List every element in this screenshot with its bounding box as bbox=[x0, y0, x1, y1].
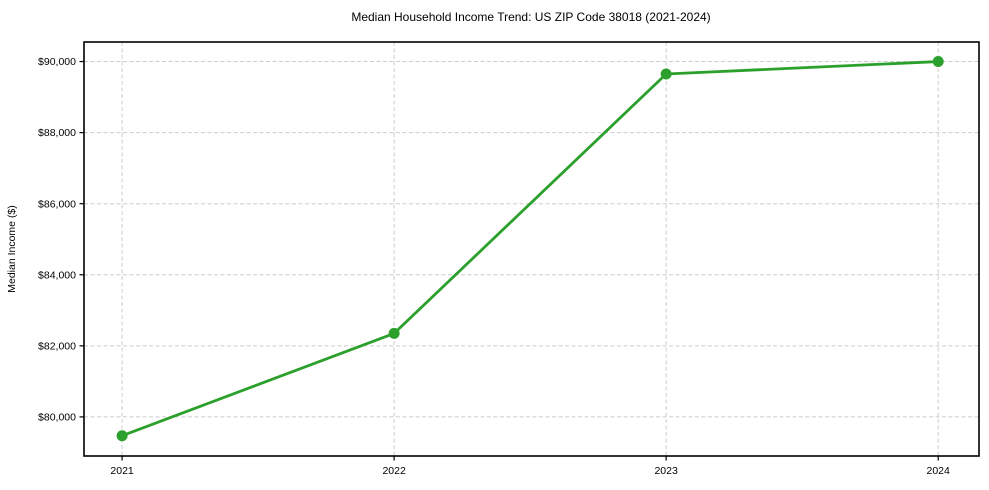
x-tick-label: 2023 bbox=[654, 465, 678, 477]
income-series-layer bbox=[116, 56, 944, 442]
y-tick-label: $86,000 bbox=[38, 198, 76, 210]
x-tick-label: 2022 bbox=[382, 465, 406, 477]
plot-area-border bbox=[83, 41, 980, 457]
data-point-marker bbox=[932, 56, 944, 68]
data-point-marker bbox=[116, 430, 128, 442]
x-tick-label: 2021 bbox=[110, 465, 134, 477]
y-tick-label: $82,000 bbox=[38, 340, 76, 352]
y-tick-label: $90,000 bbox=[38, 56, 76, 68]
tick-layer: $80,000 $82,000 $84,000 $86,000 $88,000 $90,0… bbox=[38, 56, 950, 477]
data-point-marker bbox=[660, 68, 672, 80]
chart-title: Median Household Income Trend: US ZIP Co… bbox=[351, 10, 710, 24]
income-trend-line bbox=[120, 60, 940, 438]
data-point-marker bbox=[388, 327, 400, 339]
x-tick-label: 2024 bbox=[927, 465, 951, 477]
y-tick-label: $88,000 bbox=[38, 127, 76, 139]
y-tick-label: $80,000 bbox=[38, 412, 76, 424]
grid-layer bbox=[84, 42, 979, 456]
y-axis-label: Median Income ($) bbox=[6, 205, 18, 293]
y-tick-label: $84,000 bbox=[38, 269, 76, 281]
